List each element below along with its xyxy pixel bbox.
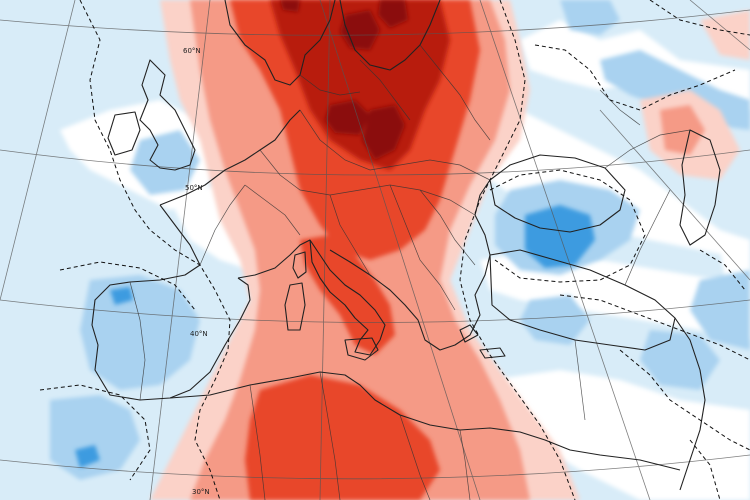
coastline-corsica: [292, 251, 307, 279]
latitude-line-30n: [0, 454, 750, 480]
meridian-line: [319, 0, 481, 500]
lat-label-30n: 30°N: [192, 488, 210, 496]
coastline-scandinavia: [224, 0, 336, 86]
meridian-line: [0, 0, 76, 301]
meridian-line: [149, 0, 211, 500]
coastline-black-sea: [489, 154, 626, 233]
coastline-north-mediterranean: [237, 239, 311, 279]
coastline-continental-europe: [159, 109, 301, 206]
lat-label-40n: 40°N: [190, 330, 208, 338]
latitude-line-40n: [0, 299, 750, 323]
meridian-line: [599, 109, 750, 281]
coastline-sardinia: [284, 282, 306, 331]
contour-line: [534, 44, 736, 111]
latitude-line-60n: [0, 9, 750, 36]
latitude-labels: 60°N 50°N 40°N 30°N: [183, 47, 210, 496]
coastline-ireland: [107, 111, 141, 156]
warm-anomaly-extreme: [280, 0, 408, 160]
lat-label-50n: 50°N: [185, 184, 203, 192]
meridian-line: [689, 0, 750, 51]
coastlines: [91, 0, 721, 491]
coastline-north-africa: [169, 371, 681, 471]
meridian-line: [479, 0, 651, 500]
contour-line: [689, 439, 721, 500]
coastline-iberia: [91, 204, 251, 401]
contour-line: [459, 0, 576, 500]
coastline-levant: [674, 317, 706, 491]
coastline-sicily: [344, 337, 379, 361]
coastline-caspian: [679, 129, 721, 246]
contour-line: [79, 0, 231, 500]
coastline-adriatic: [329, 179, 491, 351]
coastline-baltic: [339, 0, 441, 71]
country-borders: [129, 44, 691, 500]
coastline-great-britain: [139, 59, 196, 171]
latitude-line-50n: [0, 149, 750, 176]
coastline-greek-islands: [459, 324, 479, 343]
contour-line: [489, 169, 646, 283]
contour-line: [699, 249, 746, 291]
lat-label-60n: 60°N: [183, 47, 201, 55]
coastline-anatolia: [489, 249, 676, 351]
coastline-crete: [479, 347, 506, 359]
contour-line: [39, 384, 151, 481]
anomaly-contours: [39, 0, 750, 500]
contour-line: [649, 0, 750, 36]
coastline-italy: [309, 239, 386, 356]
meridian-line: [319, 0, 331, 500]
warm-anomaly-very-strong: [270, 0, 450, 170]
